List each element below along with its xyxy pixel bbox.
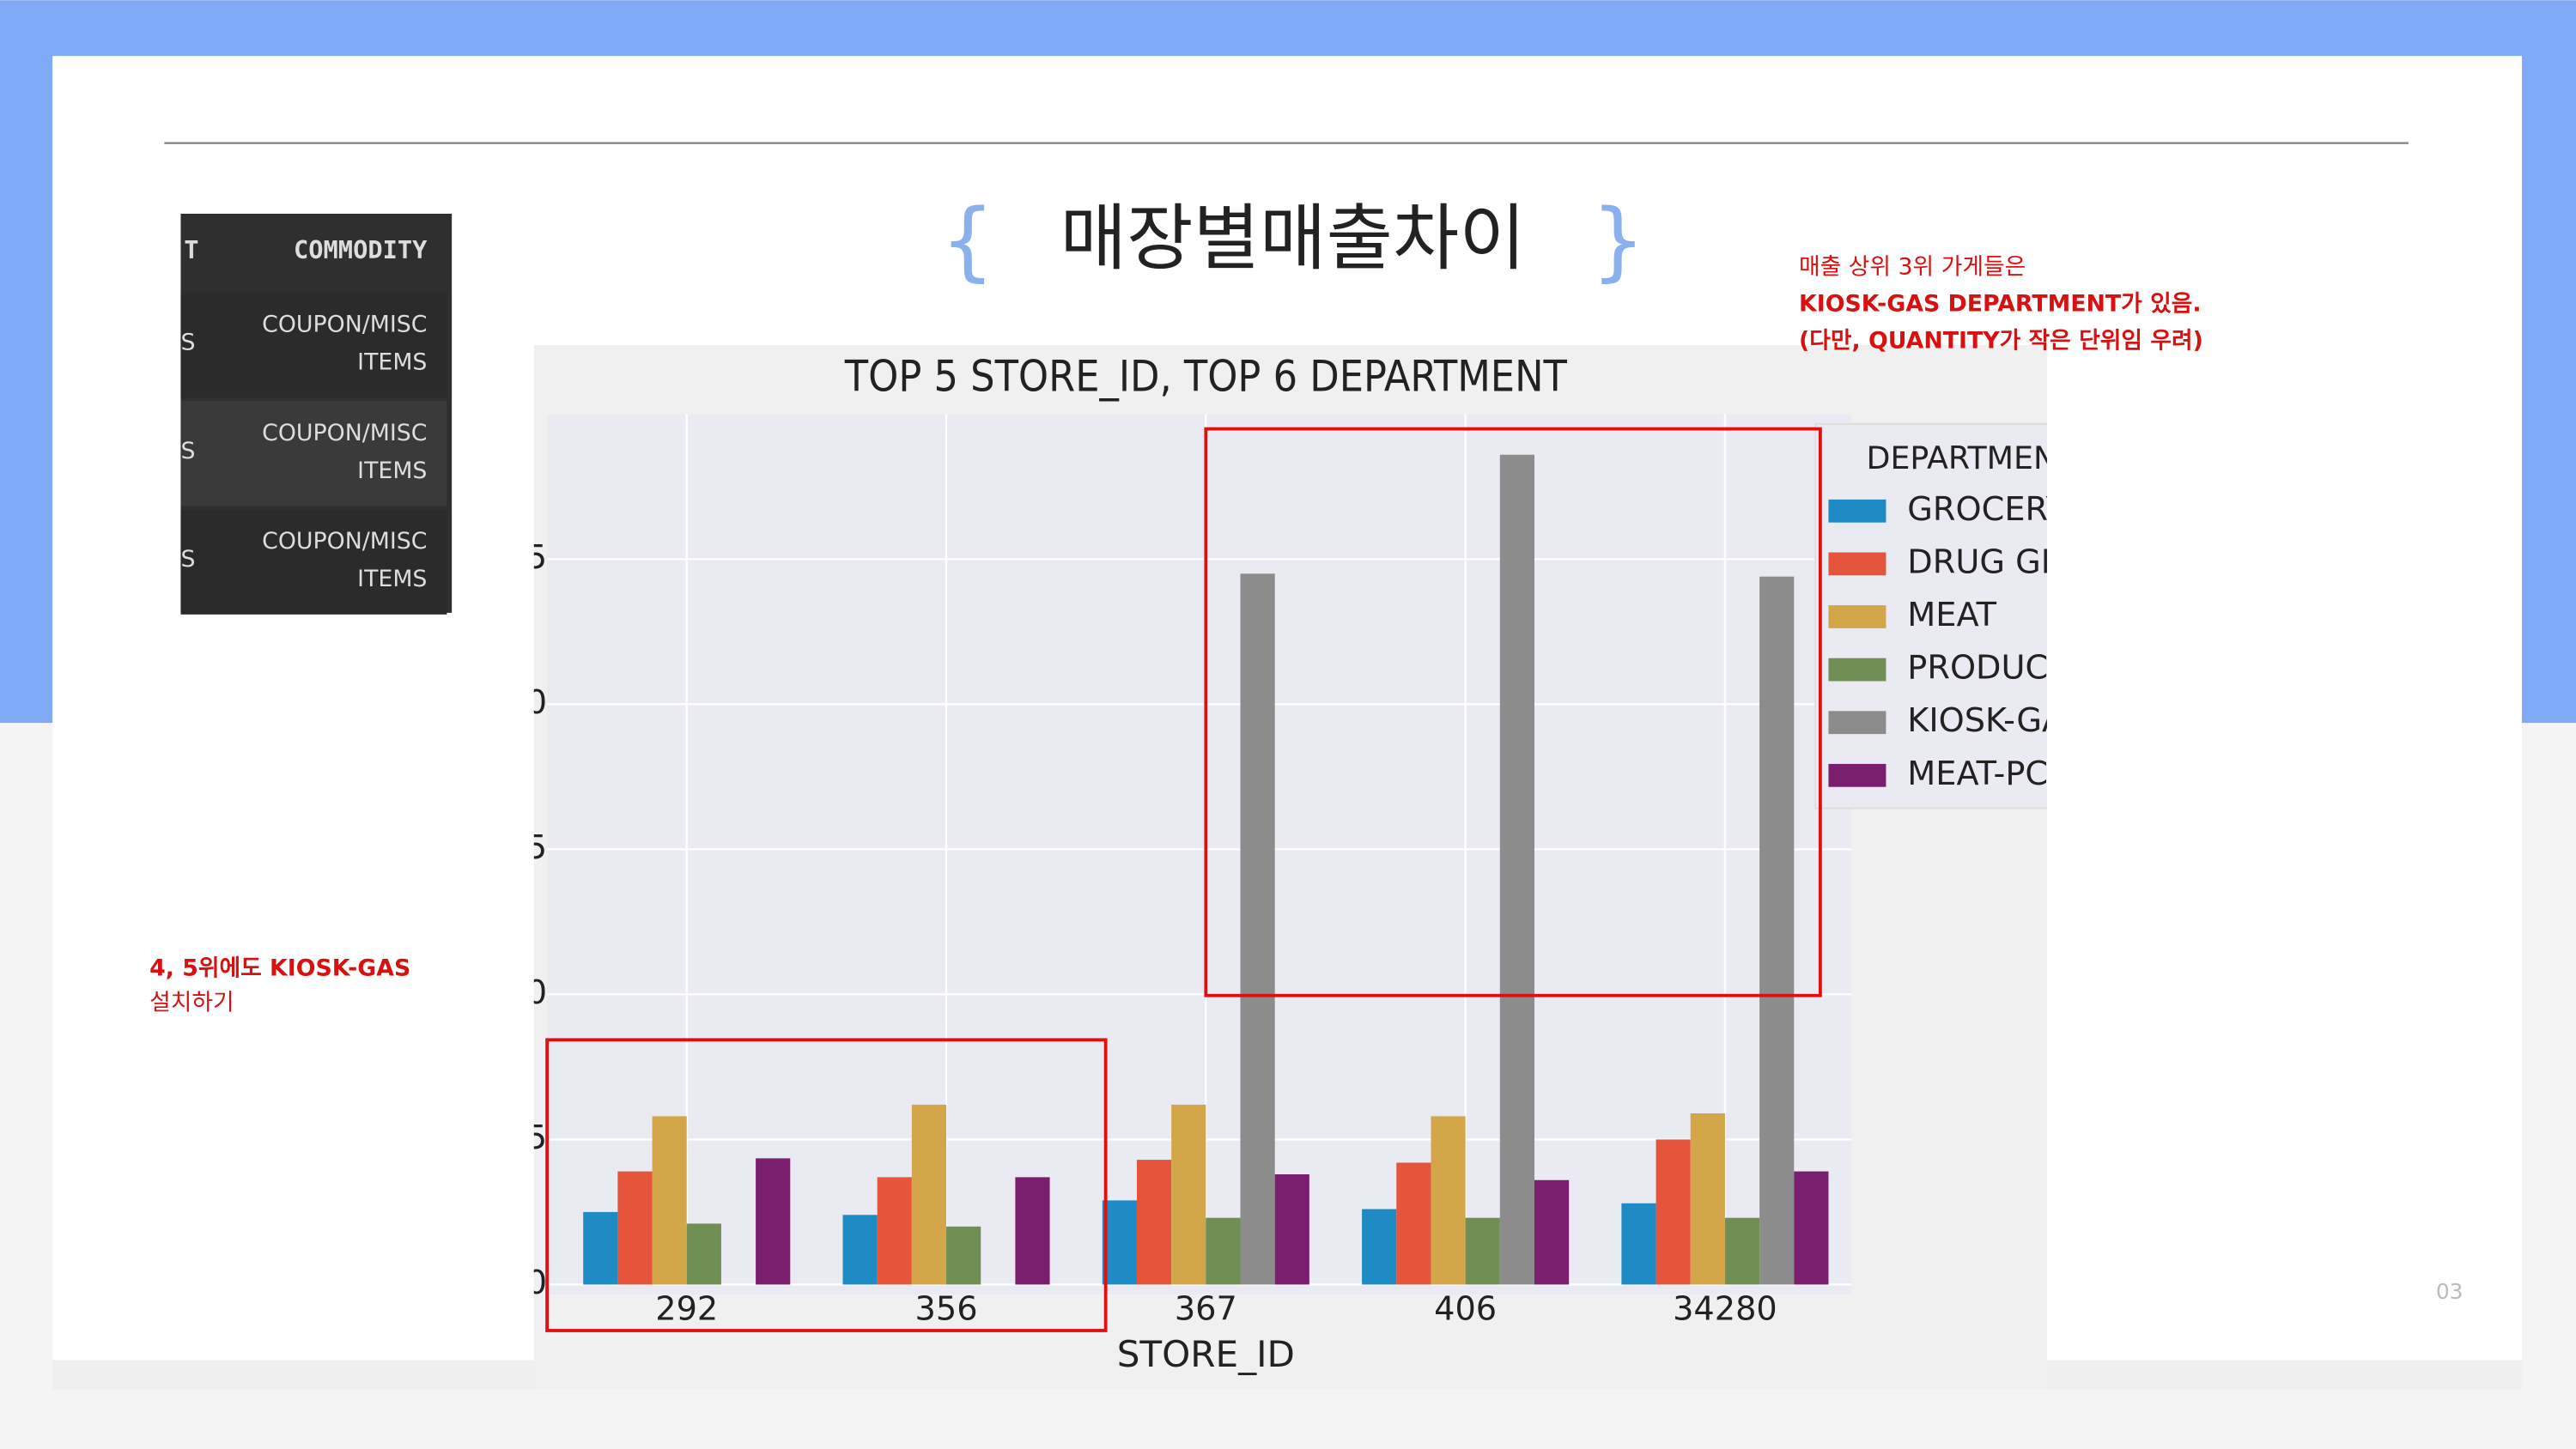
bar bbox=[1274, 1173, 1309, 1285]
bar bbox=[1794, 1171, 1829, 1285]
legend-label: MEAT-PCK bbox=[1907, 755, 2070, 793]
bar bbox=[1621, 1203, 1656, 1285]
bar bbox=[1136, 1160, 1172, 1285]
x-tick-label: 356 bbox=[915, 1290, 978, 1329]
bar bbox=[583, 1211, 618, 1285]
bar bbox=[1759, 576, 1795, 1285]
y-tick-label: 0 bbox=[526, 683, 547, 722]
legend-swatch bbox=[1828, 711, 1886, 735]
annotation: 4, 5위에도 KIOSK-GAS bbox=[149, 955, 410, 982]
x-tick-label: 292 bbox=[655, 1290, 718, 1329]
table-cell: ITEMS bbox=[357, 566, 427, 592]
x-tick-label: 406 bbox=[1434, 1290, 1497, 1329]
brace: { bbox=[940, 192, 994, 291]
bar bbox=[686, 1223, 721, 1285]
bar bbox=[1102, 1200, 1137, 1285]
y-tick-label: 0 bbox=[526, 1264, 547, 1302]
highlight-box bbox=[545, 1038, 1108, 1332]
annotation: 설치하기 bbox=[149, 990, 234, 1016]
page-number: 03 bbox=[2436, 1279, 2464, 1304]
annotation: KIOSK-GAS DEPARTMENT가 있음. bbox=[1799, 291, 2202, 318]
x-tick-label: 34280 bbox=[1673, 1290, 1777, 1329]
bar bbox=[1206, 1217, 1241, 1285]
chart: 0 5 0 5 0 5 TOP 5 STORE_ID, TOP 6 DEPARTMENT ST… bbox=[526, 352, 2076, 1375]
legend-label: MEAT bbox=[1907, 596, 1996, 634]
table-cell: COUPON/MISC bbox=[262, 312, 427, 338]
highlight-box bbox=[1204, 427, 1822, 997]
bar bbox=[1465, 1217, 1500, 1285]
legend-swatch bbox=[1828, 552, 1886, 576]
bar bbox=[1362, 1209, 1397, 1285]
bar bbox=[617, 1171, 653, 1285]
y-tick-label: 5 bbox=[526, 1119, 547, 1157]
bar bbox=[1724, 1217, 1760, 1285]
legend-label: GROCERY bbox=[1907, 490, 2066, 529]
legend-label: DRUG GM bbox=[1907, 543, 2069, 581]
table-header: COMMODITY bbox=[294, 235, 428, 264]
legend-title: DEPARTMENT bbox=[1866, 440, 2076, 476]
annotation: (다만, QUANTITY가 작은 단위임 우려) bbox=[1799, 328, 2203, 355]
bar bbox=[756, 1158, 791, 1285]
y-tick-label: 0 bbox=[526, 973, 547, 1012]
bar bbox=[1499, 454, 1534, 1285]
x-axis-label: STORE_ID bbox=[1117, 1333, 1295, 1375]
y-tick-label: 5 bbox=[526, 538, 547, 577]
bar bbox=[1396, 1162, 1431, 1285]
legend-label: PRODUCE bbox=[1907, 649, 2069, 688]
table-cell: S bbox=[180, 438, 195, 464]
table-cell: COUPON/MISC bbox=[262, 420, 427, 446]
table-header: T bbox=[184, 235, 198, 264]
bar bbox=[842, 1215, 878, 1285]
table-row bbox=[180, 401, 447, 506]
bar bbox=[1431, 1116, 1466, 1285]
bar bbox=[877, 1177, 912, 1285]
table-row bbox=[180, 292, 447, 398]
bar bbox=[1171, 1104, 1206, 1285]
y-tick-label: 5 bbox=[526, 828, 547, 867]
annotation: 매출 상위 3위 가게들은 bbox=[1799, 254, 2026, 281]
bar bbox=[1656, 1139, 1691, 1285]
legend-swatch bbox=[1828, 605, 1886, 628]
slide-title: 매장별매출차이 bbox=[1060, 196, 1526, 280]
brace: } bbox=[1591, 192, 1645, 291]
table-cell: ITEMS bbox=[357, 349, 427, 376]
table-cell: S bbox=[180, 546, 195, 573]
table-cell: ITEMS bbox=[357, 458, 427, 484]
table-cell: S bbox=[180, 330, 195, 356]
chart-title: TOP 5 STORE_ID, TOP 6 DEPARTMENT bbox=[844, 352, 1568, 402]
legend-swatch bbox=[1828, 658, 1886, 682]
legend-swatch bbox=[1828, 499, 1886, 523]
legend-label: KIOSK-GA bbox=[1907, 701, 2064, 740]
bar bbox=[1240, 573, 1275, 1285]
bar bbox=[652, 1116, 687, 1285]
legend-swatch bbox=[1828, 763, 1886, 787]
bar bbox=[1534, 1179, 1570, 1285]
bar bbox=[911, 1104, 947, 1285]
x-tick-label: 367 bbox=[1175, 1290, 1237, 1329]
bar bbox=[946, 1226, 981, 1285]
table-cell: COUPON/MISC bbox=[262, 528, 427, 555]
bar bbox=[1015, 1177, 1050, 1285]
bar bbox=[1690, 1113, 1725, 1285]
table-row bbox=[180, 509, 447, 615]
